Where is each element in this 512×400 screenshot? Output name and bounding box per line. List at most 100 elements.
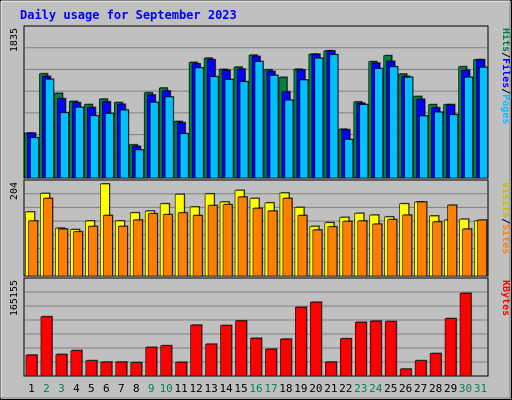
bar-kbytes bbox=[310, 301, 322, 377]
bar-sites bbox=[162, 214, 173, 277]
bar-sites bbox=[252, 208, 263, 277]
x-tick-label: 12 bbox=[190, 382, 203, 395]
bar-sites bbox=[207, 205, 218, 277]
legend-entry: Sites bbox=[500, 224, 512, 254]
bar-kbytes bbox=[444, 318, 457, 377]
bar-sites bbox=[132, 219, 143, 277]
bar-sites bbox=[417, 201, 427, 277]
legend-entry: Pages bbox=[500, 94, 511, 124]
x-tick-label: 16 bbox=[249, 382, 262, 395]
bar-sites bbox=[43, 198, 53, 277]
x-tick-label: 15 bbox=[234, 382, 247, 395]
x-tick-label: 22 bbox=[339, 382, 352, 395]
bar-kbytes bbox=[25, 354, 38, 377]
x-tick-label: 24 bbox=[369, 382, 383, 395]
x-tick-label: 19 bbox=[294, 382, 307, 395]
chart-title: Daily usage for September 2023 bbox=[20, 8, 237, 22]
bar-pages bbox=[149, 102, 159, 179]
bar-pages bbox=[209, 76, 219, 179]
x-tick-label: 25 bbox=[384, 382, 397, 395]
bar-kbytes bbox=[295, 307, 307, 377]
bar-pages bbox=[30, 137, 39, 179]
bar-kbytes bbox=[160, 345, 172, 377]
panel-3: 165155 KBytes bbox=[9, 277, 511, 377]
x-tick-label: 27 bbox=[414, 382, 427, 395]
x-tick-label: 14 bbox=[219, 382, 233, 395]
series-legend: Visits/Sites bbox=[500, 182, 512, 254]
bar-sites bbox=[28, 220, 38, 277]
x-tick-label: 2 bbox=[43, 382, 50, 395]
bar-pages bbox=[389, 66, 399, 179]
legend-entry: / bbox=[500, 218, 511, 224]
bar-sites bbox=[222, 204, 233, 277]
bar-pages bbox=[374, 68, 384, 179]
bar-kbytes bbox=[175, 361, 187, 377]
x-tick-label: 7 bbox=[118, 382, 125, 395]
x-tick-label: 9 bbox=[148, 382, 155, 395]
bar-pages bbox=[179, 133, 189, 179]
bar-kbytes bbox=[354, 322, 367, 377]
legend-entry: / bbox=[500, 88, 511, 94]
bar-sites bbox=[58, 228, 68, 277]
bar-sites bbox=[177, 212, 188, 277]
legend-entry: Visits bbox=[500, 182, 512, 218]
bar-kbytes bbox=[85, 360, 98, 377]
bar-kbytes bbox=[325, 361, 337, 377]
x-tick-label: 10 bbox=[160, 382, 173, 395]
bar-kbytes bbox=[399, 368, 412, 377]
bar-pages bbox=[449, 114, 458, 179]
x-tick-label: 4 bbox=[73, 382, 80, 395]
bar-pages bbox=[269, 75, 279, 179]
bar-kbytes bbox=[115, 361, 128, 377]
bar-kbytes bbox=[340, 338, 352, 377]
bar-pages bbox=[134, 149, 144, 179]
bar-sites bbox=[342, 221, 353, 277]
bar-sites bbox=[462, 228, 472, 277]
bar-sites bbox=[147, 213, 158, 277]
bar-sites bbox=[402, 214, 412, 277]
panel-2: 204 Visits/Sites bbox=[9, 179, 512, 277]
bar-sites bbox=[387, 219, 398, 277]
x-tick-label: 26 bbox=[399, 382, 412, 395]
x-tick-label: 1 bbox=[28, 382, 35, 395]
bar-kbytes bbox=[100, 361, 113, 377]
bar-kbytes bbox=[55, 354, 68, 377]
x-tick-label: 17 bbox=[264, 382, 277, 395]
bar-pages bbox=[344, 139, 354, 179]
series-legend: KBytes bbox=[500, 280, 511, 316]
legend-entry: Files bbox=[500, 58, 512, 88]
bar-pages bbox=[284, 99, 294, 179]
legend-entry: KBytes bbox=[500, 280, 511, 316]
bar-pages bbox=[239, 81, 249, 179]
x-tick-label: 6 bbox=[103, 382, 110, 395]
bar-kbytes bbox=[145, 347, 158, 377]
bar-pages bbox=[329, 54, 339, 179]
bar-sites bbox=[192, 215, 203, 277]
x-tick-label: 13 bbox=[204, 382, 217, 395]
bar-sites bbox=[447, 204, 457, 277]
x-tick-label: 11 bbox=[175, 382, 188, 395]
bar-sites bbox=[312, 229, 323, 277]
x-tick-label: 30 bbox=[459, 382, 472, 395]
bar-sites bbox=[117, 226, 128, 277]
x-tick-label: 23 bbox=[354, 382, 367, 395]
bar-sites bbox=[73, 231, 83, 277]
bar-sites bbox=[297, 215, 308, 277]
bar-pages bbox=[434, 111, 443, 179]
bar-sites bbox=[267, 210, 278, 277]
bar-pages bbox=[404, 77, 413, 179]
bar-pages bbox=[479, 67, 488, 179]
bar-sites bbox=[372, 223, 383, 277]
bar-kbytes bbox=[369, 320, 382, 377]
bar-kbytes bbox=[190, 324, 202, 377]
legend-entry: Hits bbox=[500, 28, 512, 52]
bar-kbytes bbox=[205, 343, 217, 377]
bar-pages bbox=[75, 107, 84, 179]
bar-sites bbox=[477, 219, 487, 277]
bar-pages bbox=[359, 104, 369, 179]
bar-sites bbox=[432, 221, 442, 277]
bar-kbytes bbox=[414, 360, 427, 377]
bar-kbytes bbox=[130, 362, 143, 377]
bar-pages bbox=[194, 67, 204, 179]
x-tick-label: 5 bbox=[88, 382, 95, 395]
